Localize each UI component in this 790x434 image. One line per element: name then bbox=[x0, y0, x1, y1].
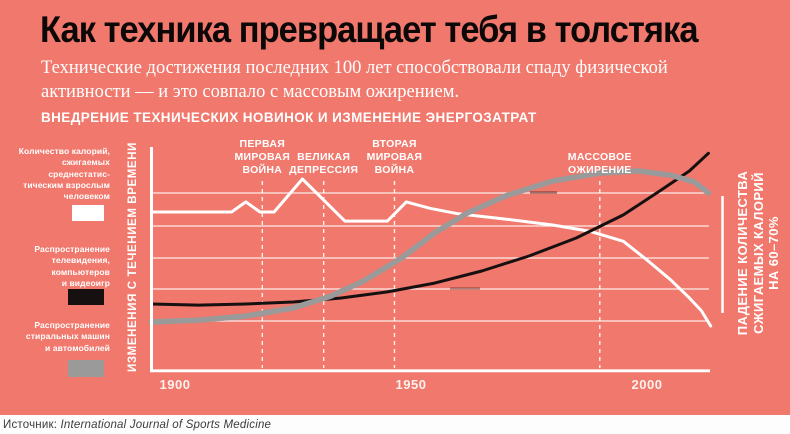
chart-annotation: ВТОРАЯ МИРОВАЯ ВОЙНА bbox=[366, 138, 423, 176]
source-bar: Источник: International Journal of Sport… bbox=[0, 415, 790, 434]
source-name: International Journal of Sports Medicine bbox=[60, 418, 272, 431]
legend-swatch-0 bbox=[72, 205, 104, 221]
series-line-2 bbox=[148, 168, 712, 325]
series-line-0 bbox=[149, 177, 713, 328]
subtitle-line-2: активности — и это совпало с массовым ож… bbox=[41, 81, 460, 102]
chart-annotation: ПЕРВАЯ МИРОВАЯ ВОЙНА bbox=[234, 138, 291, 176]
page-title: Как техника превращает тебя в толстяка bbox=[40, 9, 698, 50]
chart-annotation: ВЕЛИКАЯ ДЕПРЕССИЯ bbox=[289, 151, 359, 176]
gridlines bbox=[153, 191, 709, 322]
source-text: Источник: International Journal of Sport… bbox=[3, 419, 271, 431]
series-line-1 bbox=[149, 151, 710, 307]
source-label: Источник: bbox=[3, 418, 58, 431]
infographic-poster: Как техника превращает тебя в толстяка Т… bbox=[0, 0, 790, 415]
x-tick-label: 1900 bbox=[159, 377, 191, 392]
legend-item-label-2: Распространение стиральных машин и автомоб… bbox=[25, 320, 110, 353]
event-dashed-lines bbox=[261, 181, 601, 368]
subtitle-line-1: Технические достижения последних 100 лет… bbox=[41, 58, 668, 78]
legend-swatch-2 bbox=[68, 360, 104, 377]
chart-annotation: МАССОВОЕ ОЖИРЕНИЕ bbox=[567, 151, 632, 176]
x-tick-label: 1950 bbox=[395, 377, 427, 392]
legend-item-label-0: Количество калорий, сжигаемых среднестатис… bbox=[18, 146, 110, 202]
legend-item-label-1: Распространение телевидения, компьютеров и … bbox=[34, 244, 110, 288]
subtitle: Технические достижения последних 100 лет… bbox=[41, 57, 668, 104]
legend-swatch-1 bbox=[68, 289, 104, 305]
data-series-lines bbox=[148, 151, 713, 328]
x-tick-label: 2000 bbox=[631, 377, 663, 392]
chart-heading: ВНЕДРЕНИЕ ТЕХНИЧЕСКИХ НОВИНОК И ИЗМЕНЕНИ… bbox=[41, 110, 537, 125]
